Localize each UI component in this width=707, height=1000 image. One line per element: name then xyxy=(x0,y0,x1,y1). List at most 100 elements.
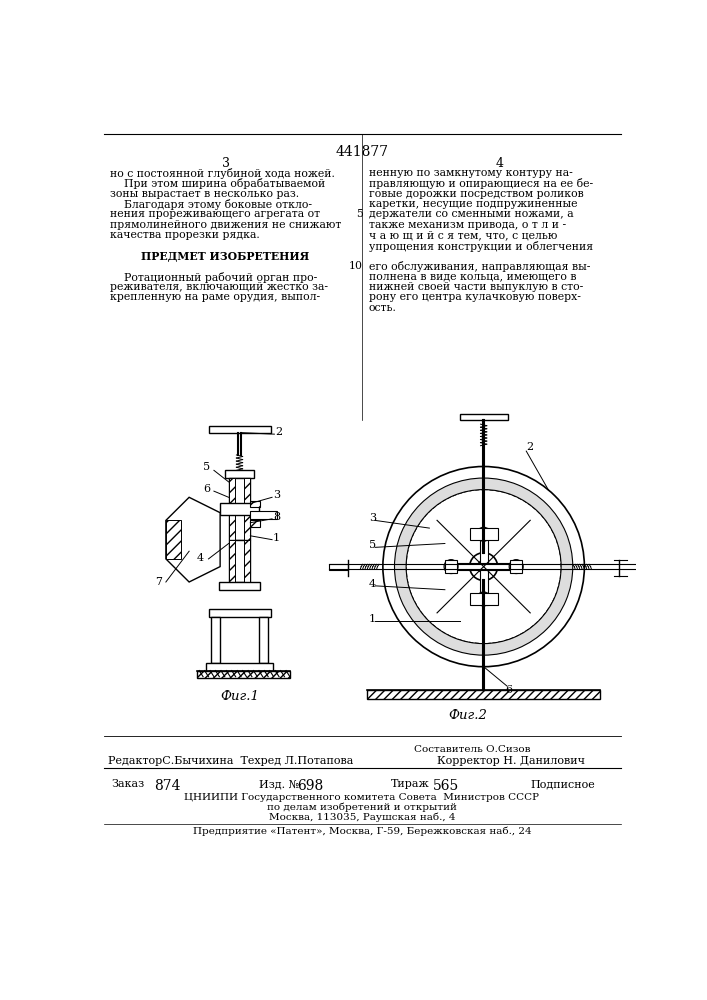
Text: При этом ширина обрабатываемой: При этом ширина обрабатываемой xyxy=(110,178,325,189)
Bar xyxy=(225,470,255,478)
Text: держатели со сменными ножами, а: держатели со сменными ножами, а xyxy=(369,209,573,219)
Text: 4: 4 xyxy=(197,553,204,563)
Text: Заказ: Заказ xyxy=(112,779,145,789)
Bar xyxy=(197,671,290,678)
Text: 3: 3 xyxy=(273,490,280,500)
Bar xyxy=(469,528,498,540)
Text: упрощения конструкции и облегчения: упрощения конструкции и облегчения xyxy=(369,241,593,252)
Text: нижней своей части выпуклую в сто-: нижней своей части выпуклую в сто- xyxy=(369,282,583,292)
Text: 4: 4 xyxy=(369,579,376,589)
Text: 2: 2 xyxy=(275,427,282,437)
Bar xyxy=(445,563,522,570)
Text: качества прорезки рядка.: качества прорезки рядка. xyxy=(110,230,260,240)
Text: 6: 6 xyxy=(506,685,513,695)
Text: Предприятие «Патент», Москва, Г-59, Бережковская наб., 24: Предприятие «Патент», Москва, Г-59, Бере… xyxy=(192,827,531,836)
Text: по делам изобретений и открытий: по делам изобретений и открытий xyxy=(267,803,457,812)
Wedge shape xyxy=(395,478,573,655)
Bar xyxy=(211,617,220,663)
Text: 5: 5 xyxy=(356,209,363,219)
Text: 565: 565 xyxy=(433,779,460,793)
Text: реживателя, включающий жестко за-: реживателя, включающий жестко за- xyxy=(110,282,328,292)
Text: Изд. №: Изд. № xyxy=(259,779,299,789)
Text: Фиг.1: Фиг.1 xyxy=(220,690,259,703)
Bar xyxy=(228,540,250,582)
Bar xyxy=(250,511,277,519)
Text: Подписное: Подписное xyxy=(530,779,595,789)
Text: 3: 3 xyxy=(221,157,230,170)
Text: ость.: ость. xyxy=(369,303,397,313)
Text: также механизм привода, о т л и -: также механизм привода, о т л и - xyxy=(369,220,566,230)
Text: зоны вырастает в несколько раз.: зоны вырастает в несколько раз. xyxy=(110,189,299,199)
Bar xyxy=(228,513,235,540)
Text: ПРЕДМЕТ ИЗОБРЕТЕНИЯ: ПРЕДМЕТ ИЗОБРЕТЕНИЯ xyxy=(141,251,310,262)
Text: полнена в виде кольца, имеющего в: полнена в виде кольца, имеющего в xyxy=(369,272,576,282)
Text: ЦНИИПИ Государственного комитета Совета  Министров СССР: ЦНИИПИ Государственного комитета Совета … xyxy=(185,793,539,802)
Circle shape xyxy=(481,596,486,602)
Text: прямолинейного движения не снижают: прямолинейного движения не снижают xyxy=(110,220,341,230)
Bar xyxy=(250,520,259,527)
Text: Составитель О.Сизов: Составитель О.Сизов xyxy=(414,745,530,754)
Text: 5: 5 xyxy=(203,462,210,472)
Bar xyxy=(510,560,522,573)
Text: Корректор Н. Данилович: Корректор Н. Данилович xyxy=(437,756,585,766)
Bar xyxy=(250,501,259,507)
Bar xyxy=(460,414,508,420)
Text: Ротационный рабочий орган про-: Ротационный рабочий орган про- xyxy=(110,272,317,283)
Text: 7: 7 xyxy=(155,577,162,587)
Bar xyxy=(209,426,271,433)
Text: но с постоянной глубиной хода ножей.: но с постоянной глубиной хода ножей. xyxy=(110,168,335,179)
Circle shape xyxy=(509,560,523,574)
Bar xyxy=(197,671,290,677)
Text: Благодаря этому боковые откло-: Благодаря этому боковые откло- xyxy=(110,199,312,210)
Bar xyxy=(218,582,260,590)
Text: РедакторС.Бычихина  Техред Л.Потапова: РедакторС.Бычихина Техред Л.Потапова xyxy=(107,756,353,766)
Circle shape xyxy=(477,560,490,573)
Text: говые дорожки посредством роликов: говые дорожки посредством роликов xyxy=(369,189,584,199)
Text: ненную по замкнутому контуру на-: ненную по замкнутому контуру на- xyxy=(369,168,573,178)
Bar xyxy=(445,560,457,573)
Text: 441877: 441877 xyxy=(335,145,389,159)
Text: Фиг.2: Фиг.2 xyxy=(449,709,488,722)
Text: 874: 874 xyxy=(154,779,181,793)
Text: каретки, несущие подпружиненные: каретки, несущие подпружиненные xyxy=(369,199,578,209)
Bar xyxy=(244,478,250,505)
Circle shape xyxy=(448,564,454,570)
Bar xyxy=(480,528,488,605)
Text: его обслуживания, направляющая вы-: его обслуживания, направляющая вы- xyxy=(369,261,590,272)
Text: 8: 8 xyxy=(273,512,280,522)
Text: правляющую и опирающиеся на ее бе-: правляющую и опирающиеся на ее бе- xyxy=(369,178,593,189)
Text: 1: 1 xyxy=(369,614,376,624)
Text: 6: 6 xyxy=(203,484,210,494)
Circle shape xyxy=(481,531,486,537)
Text: 2: 2 xyxy=(526,442,533,452)
Text: 698: 698 xyxy=(298,779,324,793)
Polygon shape xyxy=(166,497,220,582)
Bar xyxy=(244,513,250,540)
Circle shape xyxy=(444,560,458,574)
Bar xyxy=(469,593,498,605)
Bar xyxy=(206,663,273,671)
Text: Москва, 113035, Раушская наб., 4: Москва, 113035, Раушская наб., 4 xyxy=(269,813,455,822)
Text: 4: 4 xyxy=(495,157,503,170)
Bar xyxy=(166,520,182,559)
Text: ч а ю щ и й с я тем, что, с целью: ч а ю щ и й с я тем, что, с целью xyxy=(369,230,557,240)
Text: 1: 1 xyxy=(273,533,280,543)
Bar xyxy=(244,540,250,582)
Bar xyxy=(228,478,235,505)
Text: крепленную на раме орудия, выпол-: крепленную на раме орудия, выпол- xyxy=(110,292,320,302)
Bar xyxy=(329,564,348,570)
Text: 5: 5 xyxy=(369,540,376,550)
Circle shape xyxy=(469,553,498,580)
Bar xyxy=(220,503,259,515)
Bar xyxy=(209,609,271,617)
Text: 10: 10 xyxy=(349,261,363,271)
Circle shape xyxy=(477,527,491,541)
Text: Тираж: Тираж xyxy=(391,779,429,789)
Bar xyxy=(228,478,250,540)
Circle shape xyxy=(477,592,491,606)
Circle shape xyxy=(513,564,519,570)
Text: 3: 3 xyxy=(369,513,376,523)
Text: нения прореживающего агрегата от: нения прореживающего агрегата от xyxy=(110,209,320,219)
Bar xyxy=(259,617,268,663)
Bar xyxy=(228,540,235,582)
